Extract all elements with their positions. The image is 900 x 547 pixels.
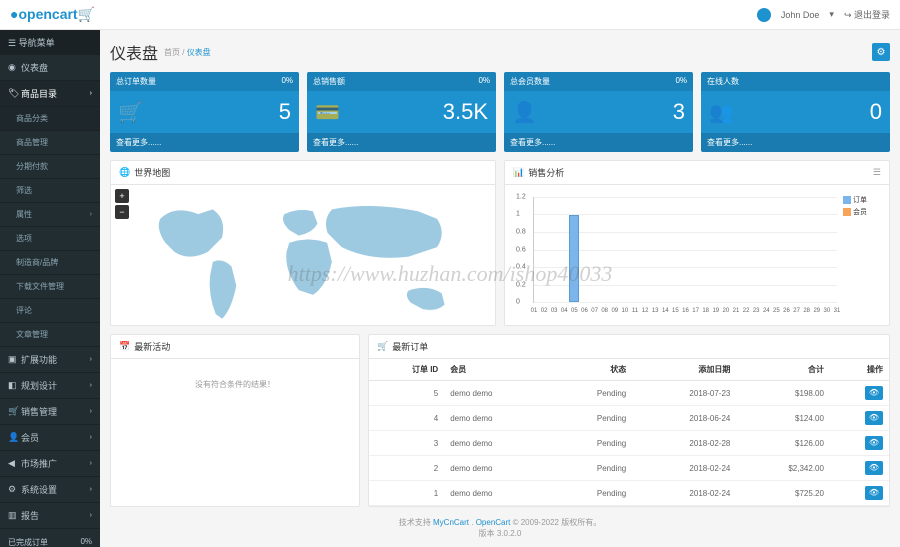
chart-panel: 📊销售分析☰ 00.20.40.60.811.20102030405060708…	[504, 160, 890, 326]
sidebar-subitem[interactable]: 选项	[0, 227, 100, 251]
tile-icon: 👤	[512, 100, 537, 125]
legend-item: 订单	[843, 195, 879, 205]
sidebar-stats: 已完成订单0%处理中订单0%其他状态0%	[0, 529, 100, 547]
sidebar-icon: ▣	[8, 354, 16, 365]
view-button[interactable]: 👁	[865, 411, 883, 425]
stat-tile: 在线人数 👥0 查看更多......	[701, 72, 890, 152]
sidebar: ☰ 导航菜单 ◉仪表盘🏷商品目录›商品分类商品管理分期付款筛选属性›选项制造商/…	[0, 30, 100, 547]
table-row: 5demo demoPending2018-07-23$198.00 👁	[369, 381, 889, 406]
map-panel: 🌐世界地图 + −	[110, 160, 496, 326]
zoom-out-button[interactable]: −	[115, 205, 129, 219]
logout-link[interactable]: ↪ 退出登录	[844, 8, 890, 21]
chevron-right-icon: ›	[90, 382, 92, 389]
tile-value: 0	[870, 99, 882, 125]
chart-bar	[569, 215, 579, 303]
sidebar-subitem[interactable]: 分期付款	[0, 155, 100, 179]
activity-empty: 没有符合条件的结果！	[111, 359, 359, 410]
sidebar-icon: 🏷	[8, 88, 16, 99]
chevron-right-icon: ›	[90, 486, 92, 493]
sidebar-item[interactable]: ◧规划设计›	[0, 373, 100, 399]
user-name[interactable]: John Doe	[781, 10, 820, 20]
tile-icon: 💳	[315, 100, 340, 125]
sidebar-icon: 🛒	[8, 406, 16, 417]
stat-tile: 总订单数量0% 🛒5 查看更多......	[110, 72, 299, 152]
sidebar-subitem[interactable]: 属性›	[0, 203, 100, 227]
breadcrumb: 首页 / 仪表盘	[164, 47, 211, 58]
tile-more-link[interactable]: 查看更多......	[307, 133, 496, 152]
chevron-right-icon: ›	[90, 408, 92, 415]
sidebar-item[interactable]: ▣扩展功能›	[0, 347, 100, 373]
sidebar-item[interactable]: 🛒销售管理›	[0, 399, 100, 425]
sidebar-icon: ⚙	[8, 484, 16, 495]
header: ●opencart🛒 John Doe ▾ ↪ 退出登录	[0, 0, 900, 30]
stat-tile: 总销售额0% 💳3.5K 查看更多......	[307, 72, 496, 152]
sidebar-item[interactable]: ▥报告›	[0, 503, 100, 529]
sidebar-item[interactable]: ◀市场推广›	[0, 451, 100, 477]
sales-chart: 00.20.40.60.811.201020304050607080910111…	[533, 197, 837, 303]
content: 仪表盘 首页 / 仪表盘 ⚙ 总订单数量0% 🛒5 查看更多...... 总销售…	[100, 30, 900, 547]
chart-menu-button[interactable]: ☰	[873, 167, 881, 178]
sidebar-subitem[interactable]: 文章管理	[0, 323, 100, 347]
sidebar-item[interactable]: 👤会员›	[0, 425, 100, 451]
chevron-right-icon: ›	[90, 211, 92, 218]
logo[interactable]: ●opencart🛒	[10, 6, 95, 23]
chart-legend: 订单会员	[841, 193, 881, 317]
chevron-right-icon: ›	[90, 460, 92, 467]
avatar[interactable]	[757, 8, 771, 22]
chart-icon: 📊	[513, 167, 524, 178]
view-button[interactable]: 👁	[865, 386, 883, 400]
sidebar-icon: ◧	[8, 380, 16, 391]
tile-more-link[interactable]: 查看更多......	[701, 133, 890, 152]
zoom-in-button[interactable]: +	[115, 189, 129, 203]
activity-panel: 📅最新活动 没有符合条件的结果！	[110, 334, 360, 507]
gear-button[interactable]: ⚙	[872, 43, 890, 61]
view-button[interactable]: 👁	[865, 486, 883, 500]
legend-item: 会员	[843, 207, 879, 217]
sidebar-title: ☰ 导航菜单	[0, 30, 100, 55]
sidebar-item[interactable]: ⚙系统设置›	[0, 477, 100, 503]
world-map[interactable]	[141, 190, 485, 343]
view-button[interactable]: 👁	[865, 436, 883, 450]
stat-tile: 总会员数量0% 👤3 查看更多......	[504, 72, 693, 152]
globe-icon: 🌐	[119, 167, 130, 178]
table-row: 3demo demoPending2018-02-28$126.00 👁	[369, 431, 889, 456]
tile-icon: 🛒	[118, 100, 143, 125]
view-button[interactable]: 👁	[865, 461, 883, 475]
sidebar-subitem[interactable]: 下载文件管理	[0, 275, 100, 299]
tile-more-link[interactable]: 查看更多......	[110, 133, 299, 152]
tile-value: 3.5K	[443, 99, 488, 125]
tile-value: 3	[673, 99, 685, 125]
sidebar-subitem[interactable]: 评论	[0, 299, 100, 323]
chevron-down-icon: ▾	[829, 9, 834, 20]
chevron-right-icon: ›	[90, 356, 92, 363]
table-row: 4demo demoPending2018-06-24$124.00 👁	[369, 406, 889, 431]
orders-panel: 🛒最新订单 订单 ID会员状态添加日期合计操作 5demo demoPendin…	[368, 334, 890, 507]
sidebar-icon: ▥	[8, 510, 16, 521]
sidebar-subitem[interactable]: 筛选	[0, 179, 100, 203]
tile-icon: 👥	[709, 100, 734, 125]
chevron-right-icon: ›	[90, 434, 92, 441]
page-title: 仪表盘	[110, 40, 158, 64]
table-row: 2demo demoPending2018-02-24$2,342.00 👁	[369, 456, 889, 481]
orders-table: 订单 ID会员状态添加日期合计操作 5demo demoPending2018-…	[369, 359, 889, 506]
sidebar-subitem[interactable]: 商品管理	[0, 131, 100, 155]
sidebar-item[interactable]: ◉仪表盘	[0, 55, 100, 81]
tile-more-link[interactable]: 查看更多......	[504, 133, 693, 152]
sidebar-icon: ◀	[8, 458, 16, 469]
table-row: 1demo demoPending2018-02-24$725.20 👁	[369, 481, 889, 506]
tile-value: 5	[279, 99, 291, 125]
calendar-icon: 📅	[119, 341, 130, 352]
chevron-right-icon: ›	[90, 90, 92, 97]
sidebar-item[interactable]: 🏷商品目录›	[0, 81, 100, 107]
sidebar-subitem[interactable]: 商品分类	[0, 107, 100, 131]
sidebar-icon: ◉	[8, 62, 16, 73]
chevron-right-icon: ›	[90, 512, 92, 519]
sidebar-subitem[interactable]: 制造商/品牌	[0, 251, 100, 275]
sidebar-icon: 👤	[8, 432, 16, 443]
footer: 技术支持 MyCnCart . OpenCart © 2009-2022 版权所…	[110, 507, 890, 547]
